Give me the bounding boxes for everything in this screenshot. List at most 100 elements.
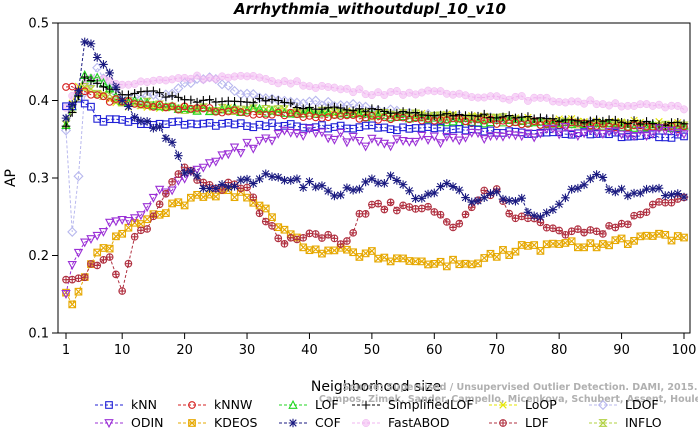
data-point xyxy=(541,124,552,134)
data-point xyxy=(598,173,608,182)
data-point xyxy=(523,207,533,217)
data-point xyxy=(580,99,589,108)
series-line xyxy=(65,41,685,218)
data-point xyxy=(511,113,520,123)
data-point xyxy=(380,107,389,116)
data-point xyxy=(617,219,626,228)
data-point xyxy=(442,117,452,127)
data-point xyxy=(598,116,608,126)
data-point xyxy=(254,136,265,146)
data-point xyxy=(529,117,539,127)
data-point xyxy=(392,206,401,215)
data-point xyxy=(199,184,208,193)
data-point xyxy=(318,121,326,129)
data-point xyxy=(99,60,108,69)
data-point xyxy=(124,259,133,268)
data-point xyxy=(304,124,315,134)
data-point xyxy=(598,118,608,128)
data-point xyxy=(554,117,564,126)
data-point xyxy=(318,249,326,258)
data-point xyxy=(361,177,370,187)
data-point xyxy=(442,179,452,188)
data-point xyxy=(617,184,626,194)
data-point xyxy=(92,62,103,73)
data-point xyxy=(666,123,677,133)
data-point xyxy=(486,189,495,198)
data-point xyxy=(211,184,221,193)
data-point xyxy=(224,182,233,192)
data-point xyxy=(92,79,102,88)
data-point xyxy=(261,217,270,226)
data-point xyxy=(499,246,507,254)
legend-label: COF xyxy=(315,415,341,430)
data-point xyxy=(342,84,351,93)
data-point xyxy=(355,253,364,261)
data-point xyxy=(424,260,432,269)
data-point xyxy=(586,226,595,234)
data-point xyxy=(261,96,271,106)
data-point xyxy=(211,105,221,115)
data-point xyxy=(516,132,527,142)
data-point xyxy=(435,139,446,149)
data-point xyxy=(655,198,663,206)
legend-item-fastabod: FastABOD xyxy=(352,415,450,430)
data-point xyxy=(466,113,477,124)
data-point xyxy=(586,96,595,105)
data-point xyxy=(535,116,546,126)
data-point xyxy=(611,187,620,197)
legend-label: LDOF xyxy=(625,397,659,412)
data-point xyxy=(529,211,539,221)
data-point xyxy=(330,102,339,112)
data-point xyxy=(398,136,408,146)
data-point xyxy=(536,247,545,255)
data-point xyxy=(385,142,396,152)
data-point xyxy=(561,230,570,239)
data-point xyxy=(104,218,115,228)
data-point xyxy=(243,193,251,202)
legend-label: KDEOS xyxy=(214,415,258,430)
data-point xyxy=(280,239,289,248)
data-point xyxy=(392,87,401,95)
data-point xyxy=(167,91,177,101)
data-point xyxy=(404,137,415,147)
series-line xyxy=(65,126,685,295)
data-point xyxy=(367,134,377,144)
legend-marker xyxy=(597,399,609,411)
data-point xyxy=(474,259,482,268)
data-point xyxy=(480,186,489,195)
data-point xyxy=(162,209,170,217)
data-point xyxy=(448,111,458,121)
data-point xyxy=(529,114,539,124)
data-point xyxy=(536,113,545,123)
data-point xyxy=(567,185,576,194)
series-ldof xyxy=(60,62,690,237)
data-point xyxy=(504,115,514,124)
data-point xyxy=(505,209,514,218)
legend-marker xyxy=(288,399,298,409)
data-point xyxy=(255,209,264,218)
data-point xyxy=(343,237,351,245)
data-point xyxy=(641,132,652,142)
data-point xyxy=(93,115,102,123)
x-tick-label: 60 xyxy=(426,343,443,358)
data-point xyxy=(617,117,626,127)
data-point xyxy=(105,244,114,253)
data-point xyxy=(80,238,90,248)
data-point xyxy=(112,95,120,103)
data-point xyxy=(535,129,546,139)
data-point xyxy=(629,188,639,198)
data-point xyxy=(598,240,607,248)
data-point xyxy=(529,133,539,143)
data-point xyxy=(80,72,90,82)
data-point xyxy=(330,191,339,201)
legend-item-simplifiedlof: SimplifiedLOF xyxy=(352,397,474,412)
data-point xyxy=(436,257,445,266)
data-point xyxy=(405,203,414,211)
data-point xyxy=(162,189,170,198)
data-point xyxy=(142,203,152,213)
data-point xyxy=(673,232,682,240)
data-point xyxy=(268,213,276,222)
data-point xyxy=(405,186,414,196)
data-point xyxy=(492,131,502,141)
data-point xyxy=(318,234,326,242)
